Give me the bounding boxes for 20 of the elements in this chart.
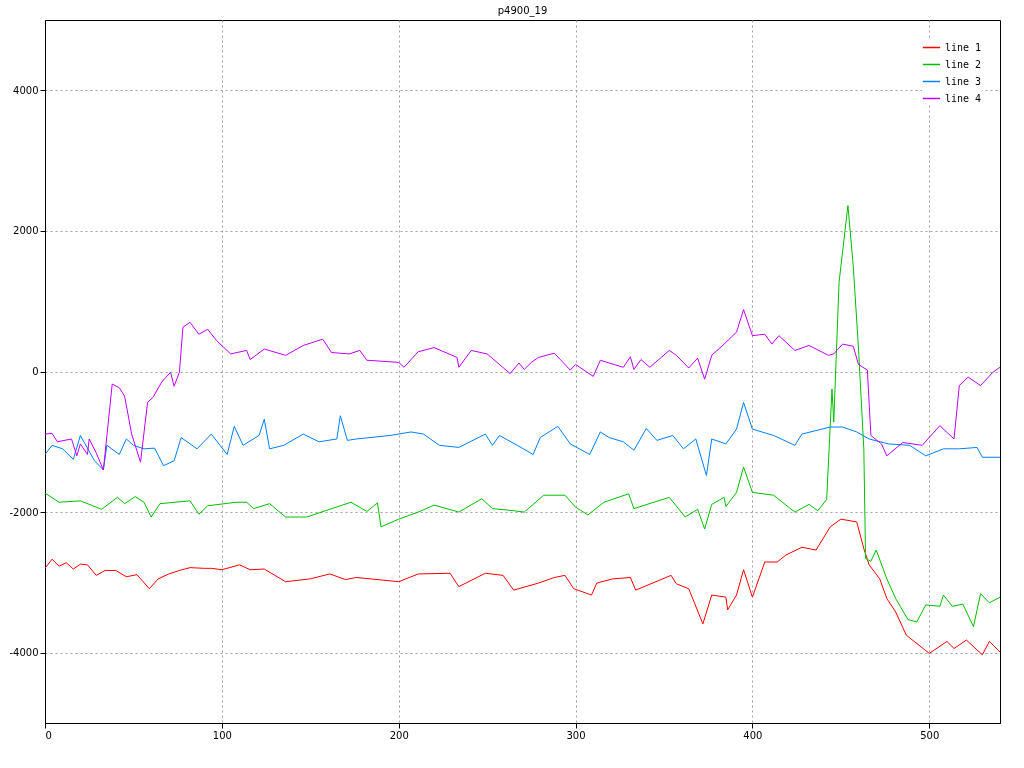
- x-tick-label: 200: [389, 729, 409, 741]
- legend-label: line 1: [945, 41, 982, 53]
- legend-label: line 4: [945, 92, 982, 104]
- line-series: [45, 205, 1000, 628]
- x-tick-label: 0: [45, 729, 52, 741]
- x-tick-label: 500: [920, 729, 940, 741]
- x-tick-label: 300: [566, 729, 586, 741]
- x-tick-label: 100: [212, 729, 232, 741]
- legend-label: line 2: [945, 58, 982, 70]
- y-tick-label: 0: [32, 366, 39, 377]
- line-series: [45, 309, 1000, 471]
- line-series: [45, 518, 1000, 656]
- y-tick-label: 2000: [13, 225, 39, 237]
- chart-title: p4900_19: [497, 5, 548, 17]
- y-tick-label: -4000: [9, 647, 39, 659]
- y-tick-label: -2000: [9, 506, 39, 518]
- x-tick-label: 400: [743, 729, 763, 741]
- legend-label: line 3: [945, 75, 982, 87]
- line-series: [45, 401, 1000, 477]
- y-tick-label: 4000: [13, 84, 39, 96]
